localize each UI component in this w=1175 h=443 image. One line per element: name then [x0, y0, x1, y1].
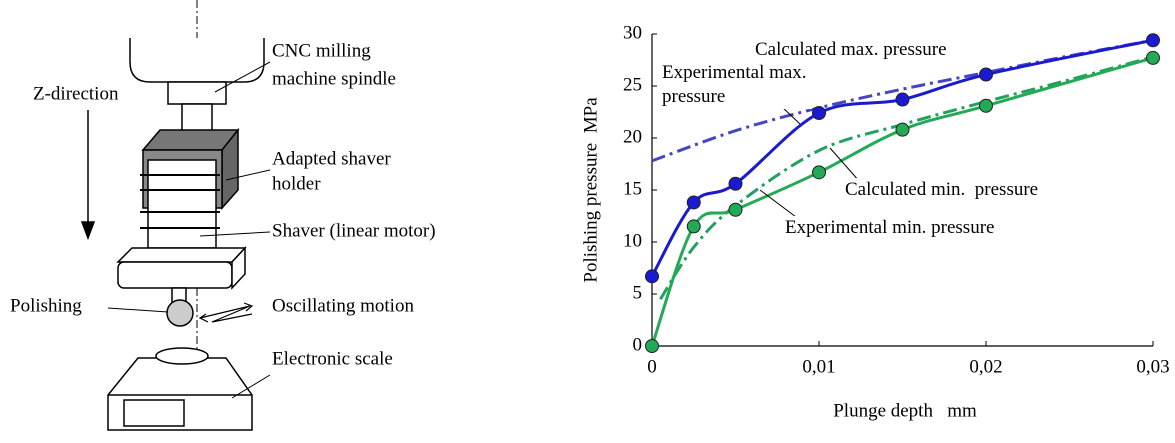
y-tick-label: 5 [633, 282, 643, 303]
x-tick-label: 0 [647, 356, 657, 377]
marker [979, 67, 993, 82]
y-tick-label: 25 [623, 74, 642, 95]
diagram: CNC milling machine spindle Z-direction … [10, 0, 436, 431]
base-top [116, 247, 247, 263]
marker [645, 339, 659, 353]
y-tick-label: 30 [623, 22, 642, 43]
shaver-bands [140, 174, 220, 229]
marker [728, 202, 743, 217]
x-tick-label: 0,01 [802, 356, 835, 377]
leader-line [829, 147, 861, 183]
marker [1146, 33, 1160, 48]
series-label: Experimental min. pressure [785, 216, 995, 240]
base-side [231, 246, 246, 290]
polishing-ball [166, 299, 194, 327]
x-axis-label: Plunge depth mm [833, 400, 977, 421]
x-tick-label: 0,02 [969, 356, 1002, 377]
series-label: Calculated min. pressure [845, 178, 1039, 202]
oscillation-arrow [198, 302, 254, 323]
label: holder [272, 173, 321, 194]
y-tick-label: 15 [623, 178, 642, 199]
y-tick-label: 0 [633, 334, 643, 355]
marker [686, 195, 701, 210]
x-tick-label: 0,03 [1136, 356, 1169, 377]
label: Polishing [10, 295, 82, 316]
marker [812, 106, 826, 121]
label: Electronic scale [272, 348, 393, 369]
series-line [659, 55, 1154, 301]
marker [645, 269, 659, 284]
label: CNC milling [272, 40, 371, 61]
label: Z-direction [33, 83, 119, 104]
shaver-body [147, 159, 217, 249]
chart: 0 5 10 15 20 25 30 0 0,01 0,02 0,03 [623, 22, 1170, 377]
marker [895, 122, 910, 137]
y-tick-label: 10 [623, 230, 642, 251]
marker [979, 98, 993, 113]
marker [686, 219, 701, 234]
base-front [117, 261, 233, 289]
label: Adapted shaver [272, 148, 391, 169]
marker [812, 165, 826, 180]
spindle-housing [129, 38, 265, 83]
series-line [651, 38, 1154, 163]
marker [895, 92, 910, 107]
y-axis-label: Polishing pressure MPa [580, 97, 601, 283]
z-arrowhead [80, 221, 96, 241]
y-tick-label: 20 [623, 126, 642, 147]
series-label: Calculated max. pressure [755, 39, 947, 60]
label: Shaver (linear motor) [272, 220, 436, 241]
series-label: Experimental max. pressure [662, 61, 812, 109]
marker [1146, 50, 1160, 65]
scale-display [123, 399, 185, 427]
leader-lines [107, 61, 271, 399]
marker [728, 176, 743, 191]
label: machine spindle [272, 68, 396, 89]
scale-pan [155, 347, 209, 365]
leader-line [759, 189, 801, 221]
spindle-nose [167, 81, 227, 105]
label: Oscillating motion [272, 295, 414, 316]
